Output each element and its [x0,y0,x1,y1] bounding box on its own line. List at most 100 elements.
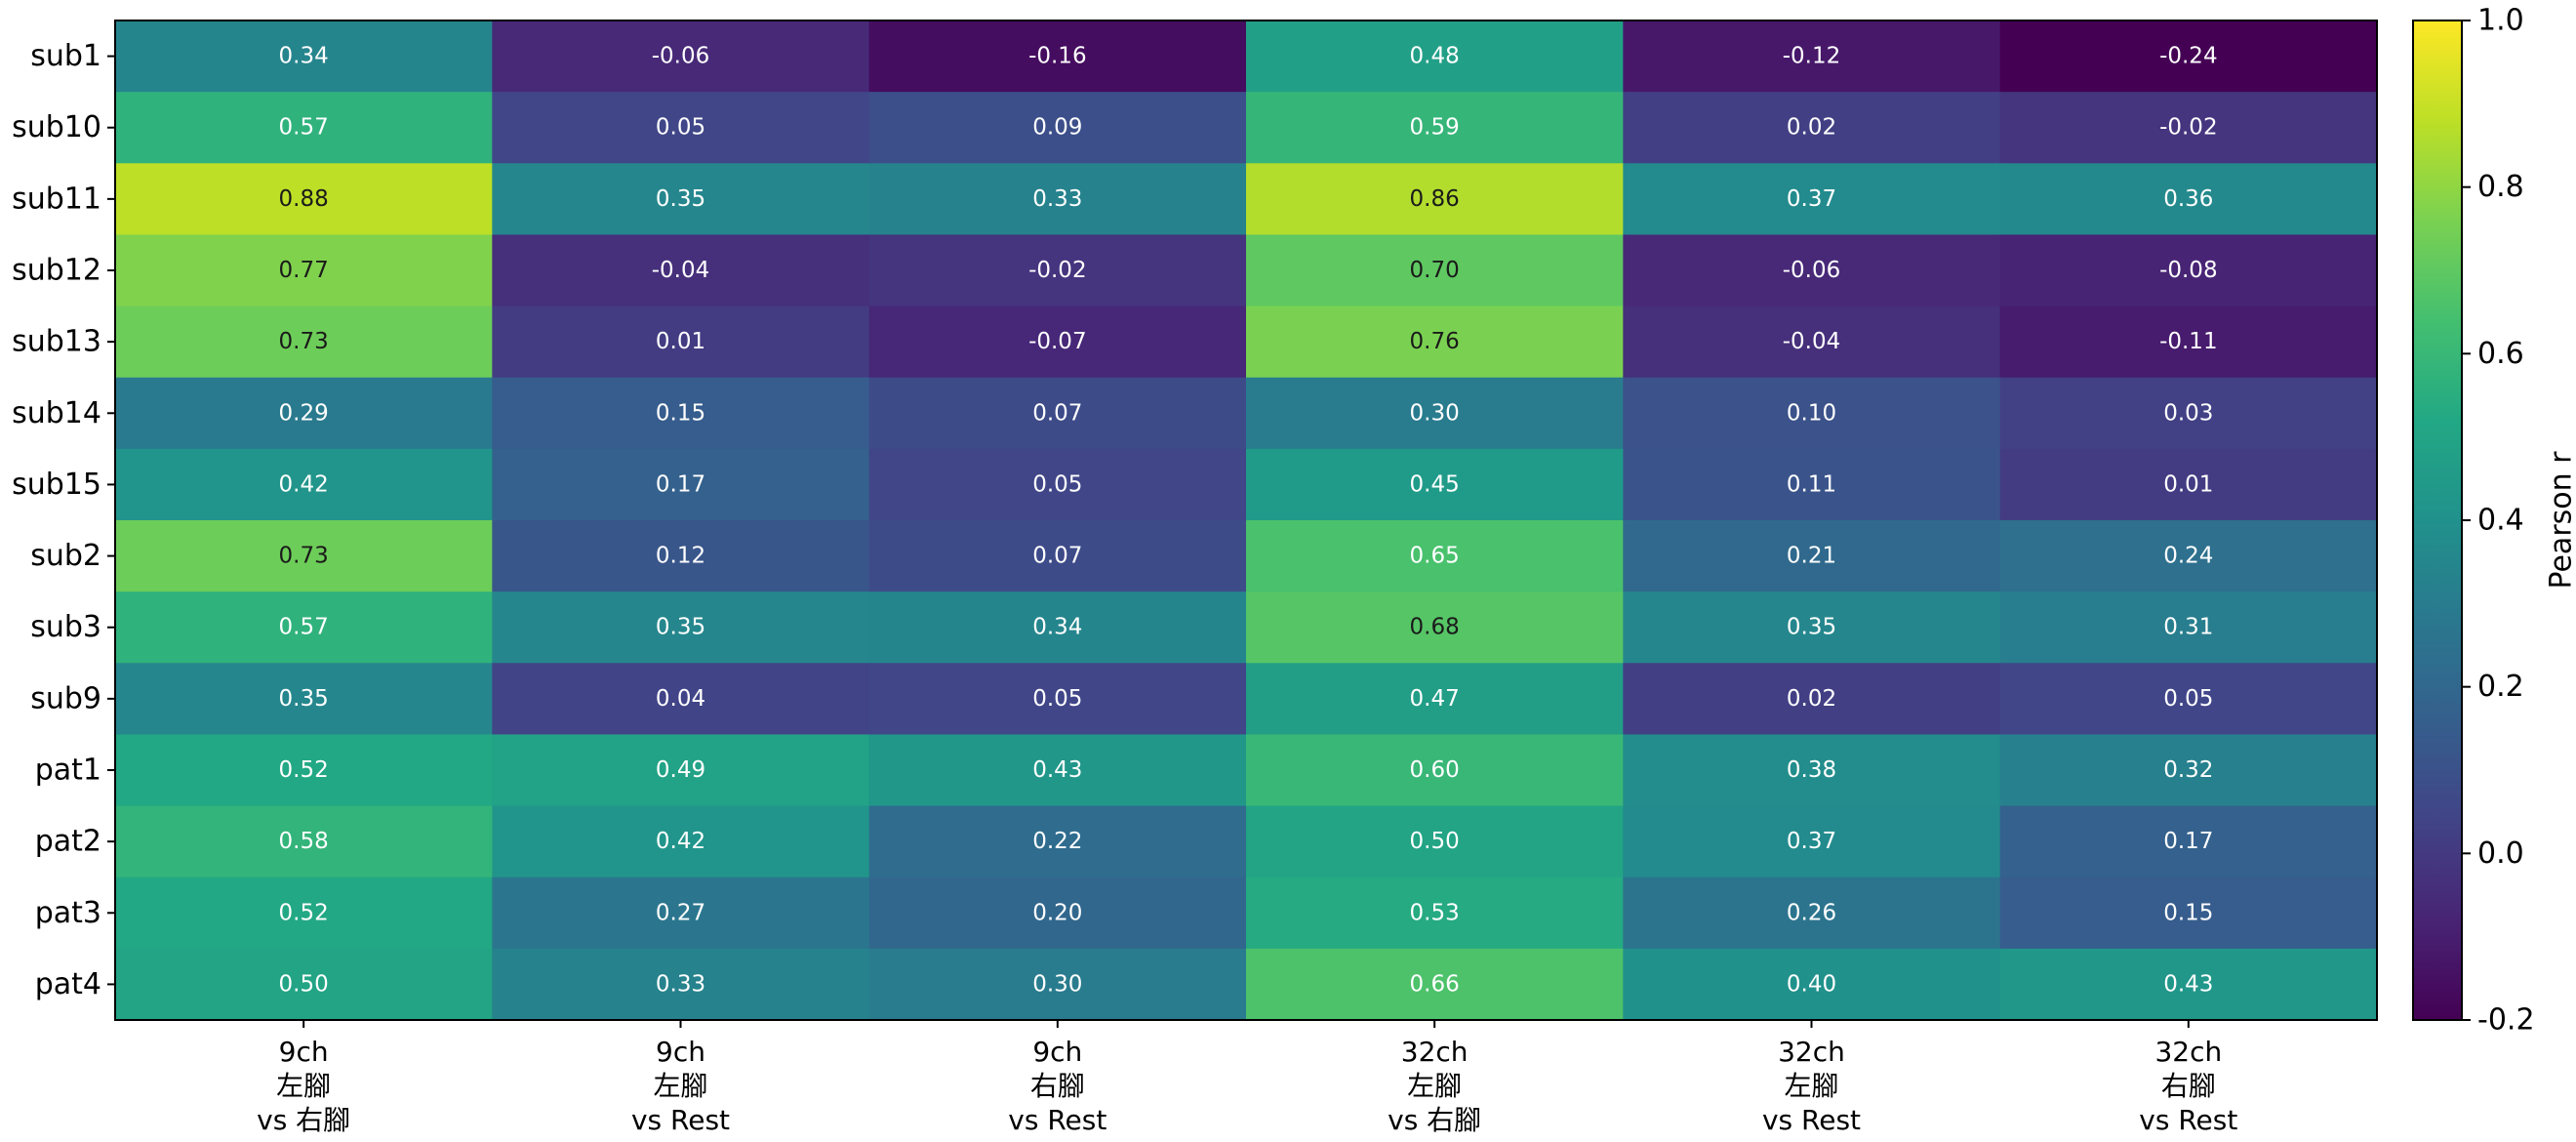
heatmap-cell [115,877,493,950]
cell-value-label: -0.12 [1783,44,1841,69]
heatmap-cell [1246,20,1624,93]
heatmap-cell [115,948,493,1021]
heatmap-cell [1246,805,1624,878]
heatmap-cell [1246,948,1624,1021]
cell-value-label: 0.05 [1032,686,1082,712]
heatmap-cell [1246,163,1624,235]
cell-value-label: 0.01 [2163,471,2213,497]
x-tick-label: 32ch 右腳 vs Rest [2139,1036,2237,1136]
cell-value-label: 0.15 [656,400,705,426]
heatmap-cell [115,520,493,592]
cell-value-label: 0.10 [1787,400,1836,426]
cell-value-label: 0.17 [656,471,705,497]
colorbar: -0.2 0.0 0.2 0.4 0.6 0.8 1.0 Pearson r [2412,4,2576,1038]
y-tick-label: pat4 [35,967,101,1001]
cell-value-label: 0.47 [1410,686,1460,712]
x-tick-label-line: 左腳 [1784,1070,1838,1102]
cell-value-label: 0.36 [2163,186,2213,212]
cell-value-label: 0.50 [279,971,329,997]
heatmap-cell [868,948,1247,1021]
heatmap-cell [115,805,493,878]
cell-value-label: -0.02 [2159,115,2218,141]
colorbar-tick-label: 0.8 [2477,170,2524,204]
heatmap-cell [1999,234,2378,307]
x-tick-label-line: 左腳 [1407,1070,1462,1102]
cell-value-label: 0.42 [279,471,329,497]
heatmap-cell [1246,734,1624,807]
cell-value-label: 0.03 [2163,400,2213,426]
colorbar-ticks: -0.2 0.0 0.2 0.4 0.6 0.8 1.0 [2462,4,2535,1038]
heatmap-cell [868,377,1247,450]
y-tick-label: sub9 [30,681,101,715]
colorbar-tick-label: 0.2 [2477,670,2524,704]
cell-value-label: 0.60 [1410,757,1460,783]
cell-value-label: 0.59 [1410,115,1460,141]
y-tick-label: sub2 [30,539,101,573]
cell-value-label: 0.50 [1410,829,1460,854]
heatmap-cell [1623,948,2001,1021]
heatmap-cell [492,663,870,735]
cell-value-label: -0.07 [1028,329,1087,354]
heatmap-cell [1999,20,2378,93]
x-tick-label: 32ch 左腳 vs Rest [1762,1036,1861,1136]
heatmap-cell [1999,306,2378,379]
x-tick-label-line: 9ch [279,1036,329,1068]
cell-value-label: 0.01 [656,329,705,354]
cell-value-label: 0.30 [1032,971,1082,997]
heatmap-cell [1999,877,2378,950]
cell-value-label: 0.27 [656,900,705,925]
heatmap-cell [1999,805,2378,878]
heatmap-cell [1246,448,1624,521]
cell-value-label: 0.26 [1787,900,1836,925]
cell-value-label: 0.35 [656,186,705,212]
y-tick-label: sub11 [12,182,101,216]
heatmap-cell [1999,163,2378,235]
cell-value-label: 0.04 [656,686,705,712]
cell-value-label: 0.32 [2163,757,2213,783]
cell-value-label: 0.35 [279,686,329,712]
heatmap-cell [1623,20,2001,93]
y-tick-label: sub13 [12,325,101,359]
heatmap-cell [492,520,870,592]
x-tick-label-line: vs Rest [1762,1104,1861,1136]
heatmap-cell [868,306,1247,379]
x-tick-label-line: 右腳 [1030,1070,1085,1102]
heatmap-cell [492,734,870,807]
heatmap-cell [1623,377,2001,450]
cell-value-label: 0.17 [2163,829,2213,854]
heatmap-cell [115,377,493,450]
cell-value-label: 0.02 [1787,115,1836,141]
heatmap-cell [1999,663,2378,735]
x-tick-label-line: vs Rest [631,1104,730,1136]
heatmap-cell [492,805,870,878]
heatmap-cell [492,20,870,93]
heatmap-cells: 0.34 -0.06 -0.16 0.48 -0.12 -0.24 0.57 0.05 0.09… [115,20,2378,1021]
heatmap-cell [1246,520,1624,592]
cell-value-label: 0.07 [1032,400,1082,426]
heatmap-cell [1623,92,2001,164]
cell-value-label: 0.52 [279,757,329,783]
heatmap-cell [868,92,1247,164]
cell-value-label: -0.02 [1028,258,1087,283]
heatmap-cell [868,877,1247,950]
heatmap-cell [1999,448,2378,521]
cell-value-label: 0.15 [2163,900,2213,925]
cell-value-label: -0.06 [652,44,710,69]
cell-value-label: -0.16 [1028,44,1087,69]
cell-value-label: 0.33 [656,971,705,997]
cell-value-label: 0.70 [1410,258,1460,283]
cell-value-label: -0.08 [2159,258,2218,283]
colorbar-tick-label: 0.4 [2477,504,2524,538]
cell-value-label: 0.73 [279,329,329,354]
heatmap-cell [1246,877,1624,950]
heatmap-cell [1623,448,2001,521]
heatmap-cell [868,20,1247,93]
heatmap-cell [1999,948,2378,1021]
colorbar-tick-label: 1.0 [2477,4,2524,38]
heatmap-cell [868,663,1247,735]
heatmap-cell [868,234,1247,307]
x-tick-label-line: 左腳 [653,1070,707,1102]
cell-value-label: -0.04 [652,258,710,283]
y-tick-label: sub10 [12,110,101,144]
